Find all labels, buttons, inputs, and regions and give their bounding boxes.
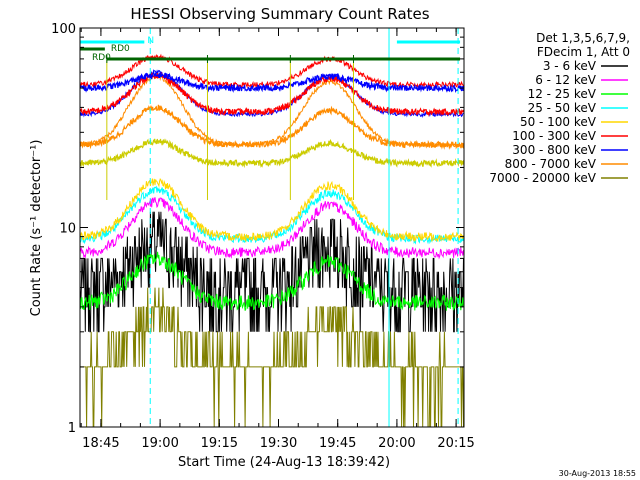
y-tick-label: 1	[68, 421, 76, 436]
legend-entry-label: 300 - 800 keV	[512, 143, 596, 157]
legend-entry-label: 12 - 25 keV	[528, 87, 597, 101]
legend-entry-label: 50 - 100 keV	[520, 115, 597, 129]
legend-entry-label: 3 - 6 keV	[543, 59, 597, 73]
x-tick-label: 19:15	[201, 436, 238, 451]
y-tick-label: 10	[59, 222, 76, 237]
orbit-series-line-2	[79, 71, 465, 93]
legend: Det 1,3,5,6,7,9,FDecim 1, Att 03 - 6 keV…	[489, 31, 630, 185]
x-tick-label: 20:15	[437, 436, 474, 451]
attenuator-label: N	[147, 36, 154, 46]
flag-bar-label: RD0	[111, 44, 130, 54]
flag-bar-label: RD0	[92, 53, 111, 63]
x-tick-label: 18:45	[82, 436, 119, 451]
orbit-series-line-3	[79, 104, 465, 150]
footer-date: 30-Aug-2013 18:55	[559, 469, 636, 478]
axis-layer: 1 10 100 18:45 19:00 19:15 19:30 19:45 20:00 20:1…	[51, 22, 475, 451]
y-axis-label: Count Rate (s⁻¹ detector⁻¹)	[29, 140, 44, 317]
legend-entry-label: 100 - 300 keV	[512, 129, 596, 143]
chart-title: HESSI Observing Summary Count Rates	[130, 5, 429, 23]
x-tick-label: 19:00	[141, 436, 178, 451]
x-tick-label: 19:45	[319, 436, 356, 451]
y-tick-label: 100	[51, 22, 76, 37]
series-line-3	[79, 251, 464, 311]
legend-entry-label: 7000 - 20000 keV	[489, 171, 596, 185]
series-line-8	[79, 72, 464, 149]
series-line-5	[79, 178, 464, 243]
legend-entry-label: 800 - 7000 keV	[505, 157, 597, 171]
legend-header: FDecim 1, Att 0	[537, 45, 630, 59]
series-layer	[79, 53, 465, 428]
x-axis-label: Start Time (24-Aug-13 18:39:42)	[178, 455, 390, 470]
x-tick-label: 20:00	[378, 436, 415, 451]
legend-entry-label: 6 - 12 keV	[535, 73, 597, 87]
legend-header: Det 1,3,5,6,7,9,	[536, 31, 630, 45]
series-line-9	[80, 287, 464, 428]
x-tick-label: 19:30	[260, 436, 297, 451]
orbit-series-line-4	[79, 138, 465, 169]
series-line-2	[79, 197, 464, 260]
legend-entry-label: 25 - 50 keV	[528, 101, 597, 115]
